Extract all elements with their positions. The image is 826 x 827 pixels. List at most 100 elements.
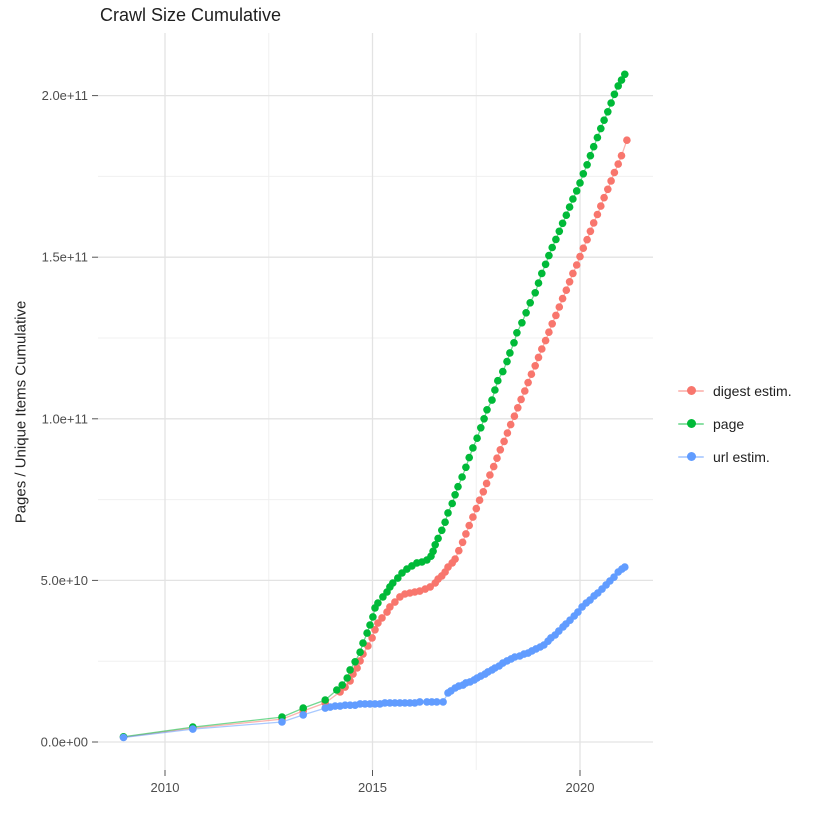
data-point-page	[299, 704, 308, 712]
data-point-page	[604, 108, 612, 116]
data-point-page	[555, 227, 564, 236]
data-point-page	[441, 518, 449, 526]
data-point-page	[429, 547, 437, 556]
data-point-page	[356, 648, 364, 656]
data-point-page	[458, 473, 466, 481]
data-point-digest-estim-	[475, 496, 484, 505]
data-point-page	[597, 124, 605, 133]
data-point-page	[579, 170, 588, 178]
data-point-page	[538, 269, 546, 278]
x-tick-label: 2010	[151, 780, 180, 795]
data-point-page	[491, 386, 499, 394]
data-point-page	[589, 142, 598, 151]
data-point-page	[451, 491, 459, 499]
data-point-digest-estim-	[541, 336, 550, 345]
data-point-page	[503, 357, 511, 366]
legend-item-page: page	[678, 413, 792, 434]
data-point-url-estim-	[119, 733, 128, 742]
data-point-digest-estim-	[489, 462, 498, 471]
y-axis-title: Pages / Unique Items Cumulative	[12, 300, 30, 524]
data-point-digest-estim-	[583, 235, 591, 244]
data-point-page	[569, 195, 577, 203]
data-point-page	[572, 187, 581, 195]
data-point-digest-estim-	[486, 471, 494, 479]
data-point-digest-estim-	[506, 420, 515, 429]
data-point-page	[510, 339, 518, 347]
data-point-digest-estim-	[371, 626, 379, 634]
data-point-digest-estim-	[600, 193, 608, 202]
data-point-digest-estim-	[451, 555, 459, 563]
data-point-digest-estim-	[353, 664, 361, 672]
legend-key-digest-estim-icon	[678, 380, 704, 401]
data-point-digest-estim-	[572, 261, 581, 269]
data-point-page	[333, 686, 341, 694]
data-point-page	[586, 151, 595, 160]
data-point-page	[583, 161, 591, 169]
legend-label-digest-estim: digest estim.	[713, 382, 792, 399]
data-point-page	[363, 629, 371, 637]
data-point-page	[545, 251, 553, 260]
data-point-page	[431, 541, 440, 549]
data-point-page	[522, 309, 530, 317]
data-point-page	[499, 367, 507, 376]
data-point-digest-estim-	[614, 160, 622, 168]
data-point-digest-estim-	[593, 210, 602, 219]
data-point-digest-estim-	[514, 404, 522, 412]
data-point-digest-estim-	[521, 387, 529, 395]
data-point-digest-estim-	[500, 437, 508, 446]
data-point-digest-estim-	[589, 219, 598, 227]
data-point-page	[494, 376, 502, 385]
data-point-page	[617, 76, 626, 84]
data-point-url-estim-	[189, 725, 197, 733]
data-point-digest-estim-	[482, 479, 491, 488]
data-point-page	[477, 424, 485, 432]
chart-title: Crawl Size Cumulative	[100, 5, 282, 25]
data-point-page	[369, 613, 377, 621]
data-point-page	[526, 299, 534, 307]
data-point-page	[454, 482, 462, 491]
data-point-page	[600, 116, 608, 124]
data-point-page	[444, 509, 452, 517]
legend: digest estim. page url estim.	[678, 380, 792, 467]
data-point-digest-estim-	[527, 370, 536, 379]
data-point-digest-estim-	[524, 378, 532, 387]
legend-label-page: page	[713, 415, 745, 432]
data-point-digest-estim-	[472, 504, 481, 513]
data-point-page	[338, 681, 347, 689]
data-point-page	[614, 82, 622, 90]
data-point-digest-estim-	[555, 303, 564, 311]
data-point-digest-estim-	[607, 177, 615, 185]
data-point-digest-estim-	[610, 168, 619, 177]
data-point-page	[374, 599, 382, 607]
data-point-url-estim-	[574, 608, 582, 616]
data-point-digest-estim-	[565, 278, 574, 286]
data-point-digest-estim-	[517, 395, 525, 404]
legend-item-url-estim: url estim.	[678, 446, 792, 467]
data-point-page	[483, 406, 491, 414]
data-point-page	[534, 279, 543, 287]
data-point-page	[473, 434, 481, 443]
legend-key-url-estim-icon	[678, 446, 704, 467]
data-point-digest-estim-	[597, 202, 605, 210]
x-tick-label: 2020	[566, 780, 595, 795]
y-tick-label: 0.0e+00	[41, 735, 88, 750]
data-point-page	[469, 444, 477, 452]
data-point-page	[465, 453, 474, 462]
data-point-page	[552, 235, 560, 244]
data-point-digest-estim-	[548, 320, 556, 328]
data-point-digest-estim-	[374, 619, 382, 627]
data-point-digest-estim-	[378, 614, 386, 622]
data-point-digest-estim-	[545, 328, 553, 337]
data-point-page	[513, 329, 521, 337]
data-point-page	[462, 463, 470, 472]
y-tick-label: 1.5e+11	[42, 250, 88, 265]
data-point-digest-estim-	[569, 269, 577, 278]
data-point-page	[448, 499, 457, 508]
series-line-digest-estim-	[123, 139, 628, 738]
data-point-page	[321, 696, 330, 704]
data-point-digest-estim-	[479, 488, 488, 496]
y-tick-label: 5.0e+10	[41, 573, 88, 588]
data-point-page	[394, 574, 402, 582]
data-point-page	[488, 396, 496, 404]
legend-label-url-estim: url estim.	[713, 448, 770, 465]
